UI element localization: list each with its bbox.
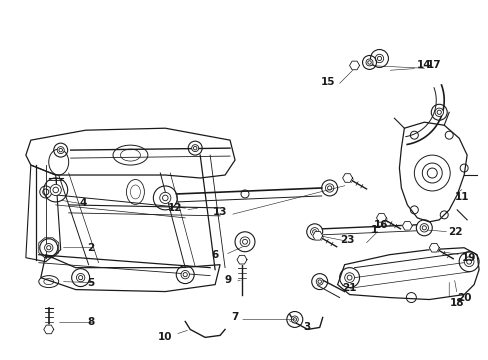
Text: 23: 23 (340, 235, 354, 245)
Circle shape (374, 54, 383, 63)
Text: 11: 11 (454, 192, 468, 202)
Polygon shape (44, 325, 54, 334)
Circle shape (50, 184, 61, 195)
Polygon shape (237, 255, 246, 264)
Polygon shape (376, 213, 386, 222)
Circle shape (325, 184, 333, 192)
Text: 8: 8 (87, 318, 94, 328)
Text: 9: 9 (224, 275, 231, 285)
Circle shape (434, 108, 443, 116)
Circle shape (57, 147, 64, 154)
Circle shape (463, 257, 473, 266)
Text: 6: 6 (211, 250, 218, 260)
Circle shape (344, 273, 354, 283)
Text: 18: 18 (449, 297, 464, 307)
Text: 14: 14 (416, 60, 431, 71)
Circle shape (240, 237, 249, 247)
Text: 20: 20 (456, 293, 470, 302)
Text: 19: 19 (461, 253, 475, 263)
Text: 12: 12 (168, 203, 182, 213)
Polygon shape (428, 243, 438, 252)
Text: 5: 5 (87, 278, 94, 288)
Circle shape (160, 192, 170, 203)
Circle shape (310, 228, 318, 236)
Text: 22: 22 (447, 227, 462, 237)
Circle shape (181, 270, 189, 279)
Circle shape (419, 224, 427, 232)
Text: 16: 16 (373, 220, 388, 230)
Text: 15: 15 (320, 77, 334, 87)
Text: 13: 13 (212, 207, 227, 217)
Text: 2: 2 (87, 243, 94, 253)
Polygon shape (342, 174, 352, 182)
Text: 7: 7 (231, 312, 238, 323)
Text: 3: 3 (303, 323, 310, 332)
Polygon shape (312, 231, 322, 240)
Circle shape (291, 316, 298, 323)
Text: 10: 10 (158, 332, 172, 342)
Circle shape (316, 278, 323, 285)
Circle shape (191, 145, 198, 152)
Polygon shape (402, 221, 411, 230)
Polygon shape (349, 61, 359, 70)
Text: 1: 1 (370, 225, 377, 235)
Text: 21: 21 (342, 283, 356, 293)
Text: 17: 17 (426, 60, 441, 71)
Circle shape (44, 244, 53, 252)
Circle shape (76, 274, 84, 282)
Text: 4: 4 (80, 198, 87, 208)
Circle shape (366, 59, 372, 66)
